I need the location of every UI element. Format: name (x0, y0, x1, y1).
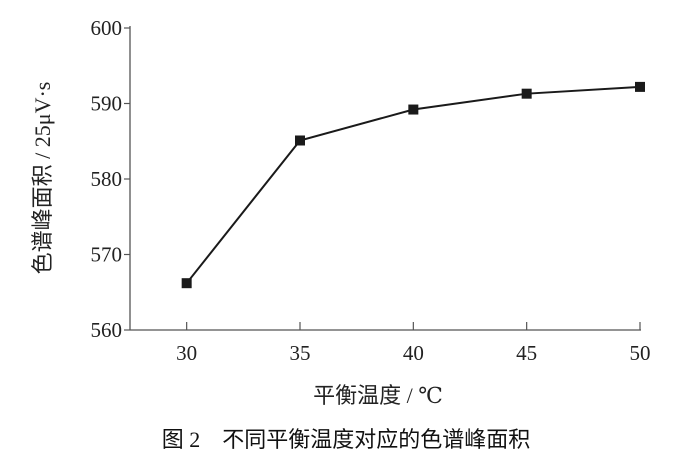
data-point-marker (408, 104, 419, 115)
y-axis-label: 色谱峰面积 / 25μV·s (30, 82, 55, 275)
axes (129, 26, 641, 331)
y-tick-label: 580 (91, 167, 123, 191)
x-axis-label: 平衡温度 / ℃ (313, 383, 443, 408)
series-line (185, 85, 641, 284)
x-tick-label: 30 (176, 341, 197, 365)
x-tick-label: 45 (516, 341, 537, 365)
data-point-marker (521, 88, 532, 99)
figure-caption: 图 2 不同平衡温度对应的色谱峰面积 (162, 427, 531, 452)
y-tick-label: 590 (91, 92, 123, 116)
x-tick-label: 40 (403, 341, 424, 365)
y-tick-label: 570 (91, 243, 123, 267)
data-point-marker (181, 278, 192, 289)
data-point-marker (635, 81, 645, 92)
ticks: 560 570 580 590 600 30 35 40 45 50 (91, 16, 651, 365)
series (181, 81, 645, 289)
x-tick-label: 50 (630, 341, 651, 365)
y-tick-label: 600 (91, 16, 123, 40)
x-tick-label: 35 (290, 341, 311, 365)
data-point-marker (295, 135, 305, 146)
y-tick-label: 560 (91, 318, 123, 342)
